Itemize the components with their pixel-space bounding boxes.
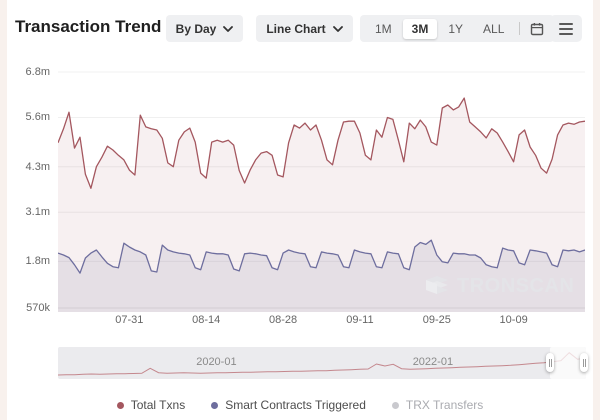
x-tick-label: 09-11 bbox=[346, 314, 374, 326]
time-range-selector: 1M 3M 1Y ALL bbox=[360, 15, 555, 42]
legend-label-smart-contracts: Smart Contracts Triggered bbox=[225, 398, 366, 412]
y-tick-label: 570k bbox=[26, 302, 50, 314]
minimap-brush[interactable]: 2020-01 2022-01 bbox=[58, 347, 588, 379]
brush-handle-left[interactable] bbox=[546, 353, 555, 372]
page-title: Transaction Trend bbox=[15, 17, 162, 36]
minimap-label-2022: 2022-01 bbox=[412, 356, 454, 368]
legend-item-trx-transfers[interactable]: TRX Transfers bbox=[391, 398, 484, 412]
x-tick-label: 07-31 bbox=[115, 314, 144, 326]
x-tick-label: 09-25 bbox=[422, 314, 451, 326]
y-tick-label: 6.8m bbox=[25, 66, 50, 78]
menu-button[interactable] bbox=[550, 15, 582, 42]
y-tick-label: 1.8m bbox=[25, 255, 50, 268]
range-button-3m[interactable]: 3M bbox=[402, 18, 438, 39]
legend-item-smart-contracts[interactable]: Smart Contracts Triggered bbox=[211, 398, 366, 412]
range-button-1y[interactable]: 1Y bbox=[448, 21, 464, 36]
legend-dot-smart-contracts bbox=[211, 401, 219, 409]
minimap-line bbox=[58, 352, 586, 376]
legend-item-total-txns[interactable]: Total Txns bbox=[116, 398, 186, 412]
chart-type-dropdown-value: Line Chart bbox=[266, 21, 326, 36]
chart-type-dropdown[interactable]: Line Chart bbox=[256, 15, 353, 42]
chevron-down-icon bbox=[332, 25, 343, 32]
x-tick-label: 08-28 bbox=[268, 314, 298, 326]
calendar-icon bbox=[531, 22, 544, 35]
series-area-1 bbox=[58, 240, 585, 312]
right-edge-strip bbox=[593, 0, 600, 420]
minimap-series-line bbox=[58, 352, 586, 376]
y-tick-label: 5.6m bbox=[25, 111, 50, 124]
series-line-1 bbox=[58, 239, 585, 274]
chevron-down-icon bbox=[223, 25, 234, 32]
x-tick-label: 08-14 bbox=[192, 314, 221, 326]
x-tick-label: 10-09 bbox=[499, 314, 528, 326]
legend-dot-total-txns bbox=[116, 401, 124, 409]
chart-legend: Total Txns Smart Contracts Triggered TRX… bbox=[0, 398, 600, 412]
legend-label-total-txns: Total Txns bbox=[130, 398, 186, 412]
brush-handle-right[interactable] bbox=[580, 353, 588, 372]
calendar-button[interactable] bbox=[526, 22, 548, 36]
legend-dot-trx-transfers bbox=[391, 401, 399, 409]
range-button-1m[interactable]: 1M bbox=[375, 21, 392, 36]
granularity-dropdown-value: By Day bbox=[175, 21, 217, 36]
series-area-0 bbox=[58, 98, 585, 312]
granularity-dropdown[interactable]: By Day bbox=[166, 15, 243, 42]
y-tick-label: 3.1m bbox=[25, 206, 50, 219]
series-line-0 bbox=[58, 97, 585, 189]
legend-label-trx-transfers: TRX Transfers bbox=[405, 398, 484, 412]
hamburger-icon bbox=[559, 22, 573, 25]
range-button-all[interactable]: ALL bbox=[483, 21, 505, 36]
divider bbox=[519, 22, 521, 35]
minimap-label-2020: 2020-01 bbox=[196, 356, 237, 368]
line-chart-canvas[interactable] bbox=[58, 62, 585, 312]
y-tick-label: 4.3m bbox=[25, 160, 50, 173]
y-axis: 6.8m 5.6m 4.3m 3.1m 1.8m 570k bbox=[0, 0, 50, 420]
left-edge-strip bbox=[0, 0, 7, 420]
